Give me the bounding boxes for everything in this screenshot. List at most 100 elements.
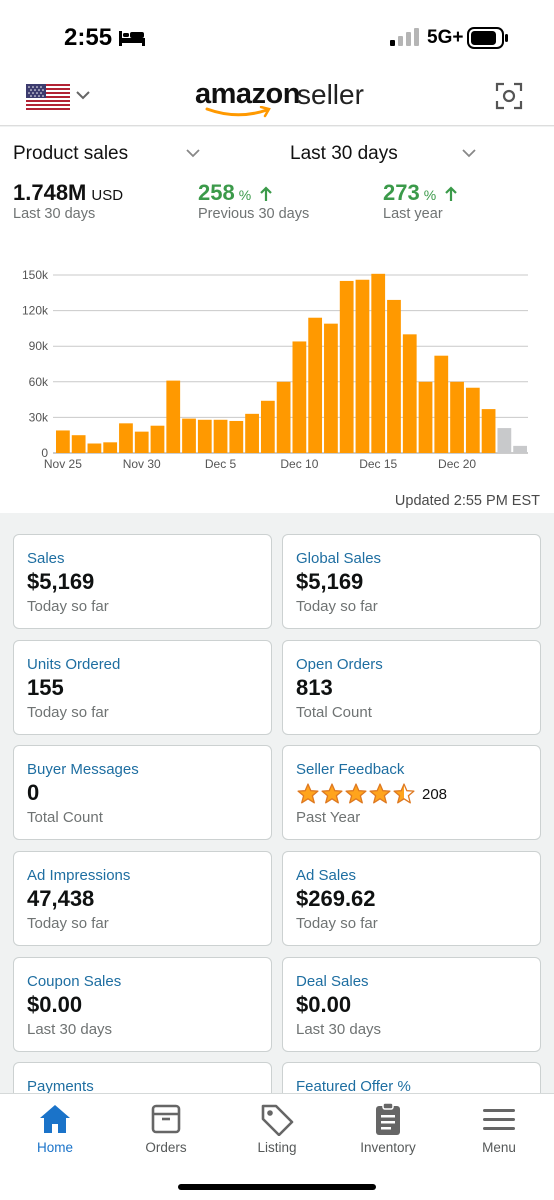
ad-sales-card[interactable]: Ad Sales $269.62 Today so far [282, 851, 541, 946]
chart-bar[interactable] [434, 355, 449, 453]
hamburger-menu-icon [483, 1109, 515, 1130]
tab-inventory[interactable]: Inventory [333, 1094, 443, 1164]
logo-seller-text: seller [297, 79, 364, 110]
tab-listing[interactable]: Listing [222, 1094, 332, 1164]
up-arrow-icon [445, 186, 458, 202]
card-subtitle: Today so far [296, 598, 378, 615]
tab-menu[interactable]: Menu [444, 1094, 554, 1164]
us-flag-icon[interactable] [26, 84, 70, 110]
chart-bar[interactable] [292, 341, 307, 453]
card-value: 47,438 [27, 886, 95, 911]
card-title: Global Sales [296, 550, 382, 567]
chart-bar[interactable] [71, 435, 86, 453]
buyer-messages-card[interactable]: Buyer Messages 0 Total Count [13, 745, 272, 840]
coupon-sales-card[interactable]: Coupon Sales $0.00 Last 30 days [13, 957, 272, 1052]
chart-bar[interactable] [513, 445, 527, 453]
date-range-dropdown[interactable]: Last 30 days [290, 143, 398, 164]
sales-summary-panel: Product sales Last 30 days 1.748M USD Las… [0, 127, 554, 513]
total-sales-amount: 1.748M [13, 180, 87, 205]
chart-bar[interactable] [276, 381, 291, 453]
range-chevron-down-icon[interactable] [462, 149, 476, 158]
sleep-bed-icon [119, 31, 145, 46]
total-sales-value: 1.748M USD [13, 180, 123, 206]
card-subtitle: Today so far [296, 915, 378, 932]
y-tick-label: 120k [22, 304, 49, 318]
card-value: 155 [27, 675, 64, 700]
card-value: $5,169 [27, 569, 95, 594]
chart-bar[interactable] [213, 419, 228, 453]
card-subtitle: Total Count [27, 809, 103, 826]
amazon-seller-logo: amazon seller [195, 76, 365, 120]
scan-icon[interactable] [495, 82, 523, 110]
star-icon [297, 783, 319, 804]
sales-bar-chart[interactable]: 0 30k 60k 90k 120k 150k Nov 25 Nov 30 Dec 5 Dec 1… [0, 257, 554, 477]
chart-bar[interactable] [355, 279, 370, 453]
chart-bar[interactable] [260, 400, 275, 453]
y-tick-label: 30k [29, 410, 49, 424]
chart-bar[interactable] [450, 381, 464, 453]
chart-bar[interactable] [119, 423, 133, 453]
card-title: Payments [27, 1078, 94, 1095]
chart-bar[interactable] [324, 323, 338, 453]
card-subtitle: Last 30 days [296, 1021, 382, 1038]
chart-bar[interactable] [418, 381, 433, 453]
card-title: Seller Feedback [296, 761, 405, 778]
metric-dropdown[interactable]: Product sales [13, 143, 129, 164]
cellular-signal-icon [390, 28, 419, 46]
metric-chevron-down-icon[interactable] [186, 149, 200, 158]
chart-bar[interactable] [56, 430, 70, 453]
card-value: $269.62 [296, 886, 376, 911]
chart-bar[interactable] [87, 443, 102, 453]
chart-bar[interactable] [166, 380, 181, 453]
chart-bar[interactable] [150, 425, 165, 453]
up-arrow-icon [260, 186, 273, 202]
sales-card[interactable]: Sales $5,169 Today so far [13, 534, 272, 629]
card-title: Ad Impressions [27, 867, 131, 884]
star-icon [321, 783, 343, 804]
percent-symbol: % [423, 187, 437, 203]
last-year-pct-value: 273 [383, 180, 420, 205]
y-tick-label: 0 [41, 446, 48, 460]
battery-icon [467, 27, 508, 49]
chart-bar[interactable] [134, 431, 149, 453]
chart-bar[interactable] [245, 413, 259, 453]
previous-period-change: 258% [198, 180, 273, 206]
chart-bar[interactable] [229, 420, 244, 453]
chart-bar[interactable] [497, 428, 512, 453]
network-type: 5G+ [427, 27, 464, 48]
chart-bar[interactable] [103, 442, 118, 453]
chart-bar[interactable] [371, 273, 386, 453]
percent-symbol: % [238, 187, 252, 203]
seller-feedback-card[interactable]: Seller Feedback 208 Past Year [282, 745, 541, 840]
global-sales-card[interactable]: Global Sales $5,169 Today so far [282, 534, 541, 629]
deal-sales-card[interactable]: Deal Sales $0.00 Last 30 days [282, 957, 541, 1052]
tab-label: Orders [145, 1140, 187, 1155]
card-subtitle: Total Count [296, 704, 372, 721]
home-indicator[interactable] [178, 1184, 376, 1190]
y-tick-label: 90k [29, 339, 49, 353]
open-orders-card[interactable]: Open Orders 813 Total Count [282, 640, 541, 735]
chart-bar[interactable] [387, 299, 401, 453]
app-header: amazon seller [0, 70, 554, 126]
status-bar: 2:55 5G+ [0, 0, 554, 70]
y-tick-label: 60k [29, 375, 49, 389]
ad-impressions-card[interactable]: Ad Impressions 47,438 Today so far [13, 851, 272, 946]
home-icon [40, 1105, 70, 1133]
chart-bar[interactable] [182, 418, 196, 453]
star-rating: 208 [297, 783, 447, 805]
marketplace-chevron-down-icon[interactable] [76, 90, 90, 100]
chart-bar[interactable] [481, 409, 496, 453]
card-title: Open Orders [296, 656, 383, 673]
rating-count: 208 [422, 785, 448, 803]
star-icon [393, 783, 415, 804]
chart-bar[interactable] [465, 387, 480, 453]
card-title: Sales [27, 550, 65, 567]
chart-bar[interactable] [308, 317, 323, 453]
tab-home[interactable]: Home [0, 1094, 110, 1164]
chart-bar[interactable] [339, 280, 354, 453]
units-ordered-card[interactable]: Units Ordered 155 Today so far [13, 640, 272, 735]
chart-bar[interactable] [402, 334, 417, 453]
chart-bar[interactable] [197, 419, 212, 453]
tab-orders[interactable]: Orders [111, 1094, 221, 1164]
total-sales-period: Last 30 days [13, 206, 96, 222]
